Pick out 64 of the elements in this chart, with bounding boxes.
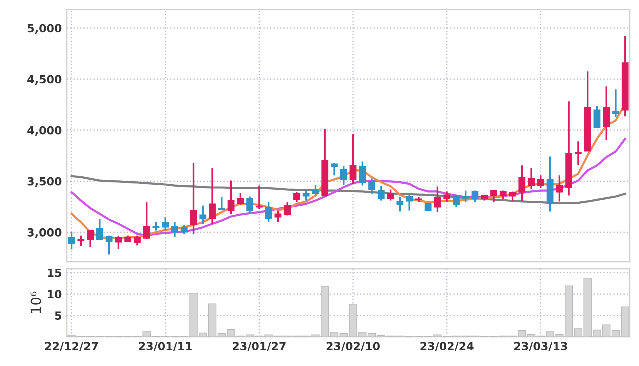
y-tick-label: 5,000	[28, 24, 62, 34]
candlestick	[265, 202, 272, 224]
candlestick	[68, 232, 76, 251]
candlestick	[434, 186, 442, 214]
y-axis-title: 10⁶	[30, 292, 42, 314]
candlestick	[350, 133, 357, 185]
candlestick	[274, 210, 282, 224]
candlestick	[302, 190, 310, 202]
candlestick	[115, 234, 122, 250]
candlestick	[453, 194, 460, 208]
candlestick	[472, 190, 479, 204]
candlestick	[96, 218, 104, 241]
candlestick	[359, 160, 366, 187]
candlestick	[368, 178, 376, 195]
x-tick-label: 23/01/27	[233, 342, 286, 352]
candlestick	[396, 196, 404, 213]
y-tick-label: 4,000	[28, 126, 62, 136]
candlestick	[256, 184, 263, 210]
candlestick	[594, 105, 601, 130]
candlestick	[331, 162, 338, 177]
x-tick-label: 23/02/10	[326, 342, 380, 352]
y-tick-label: 10	[48, 290, 62, 299]
candlestick	[378, 186, 385, 202]
candlestick	[406, 194, 414, 212]
candlestick	[78, 234, 85, 248]
candlestick	[134, 234, 141, 247]
candlestick	[246, 196, 254, 214]
x-tick-label: 22/12/27	[45, 342, 98, 352]
candlestick	[106, 234, 113, 256]
candlestick	[575, 140, 582, 166]
candlestick	[143, 202, 150, 240]
y-tick-label: 3,500	[28, 177, 62, 188]
candlestick	[284, 202, 292, 217]
candlestick	[537, 174, 544, 190]
candlestick	[462, 190, 470, 204]
candlestick	[172, 222, 178, 238]
candlestick	[162, 216, 170, 232]
candlestick	[603, 86, 610, 141]
y-tick-label: 5	[55, 312, 62, 320]
candlestick	[312, 184, 320, 196]
candlestick	[190, 162, 198, 235]
candlestick	[237, 192, 244, 206]
candlestick	[444, 190, 451, 204]
y-tick-label: 15	[48, 268, 62, 278]
x-tick-label: 23/02/24	[420, 342, 474, 352]
candlestick	[294, 192, 300, 204]
y-tick-label: 3,000	[28, 228, 62, 238]
candlestick	[87, 229, 94, 248]
candlestick	[218, 196, 226, 211]
candlestick	[612, 88, 620, 118]
candlestick	[509, 190, 516, 202]
line-series	[70, 175, 626, 204]
y-tick-label: 4,500	[28, 75, 62, 86]
candlestick	[556, 174, 564, 203]
candlestick	[209, 168, 216, 225]
x-tick-label: 23/03/13	[514, 342, 568, 352]
candlestick	[228, 180, 235, 215]
x-tick-label: 23/01/11	[139, 342, 192, 352]
candlestick	[200, 204, 207, 225]
candlestick	[528, 168, 535, 190]
candlestick	[387, 188, 394, 202]
candlestick	[490, 189, 498, 204]
candlestick	[340, 166, 348, 186]
candlestick	[518, 164, 526, 202]
